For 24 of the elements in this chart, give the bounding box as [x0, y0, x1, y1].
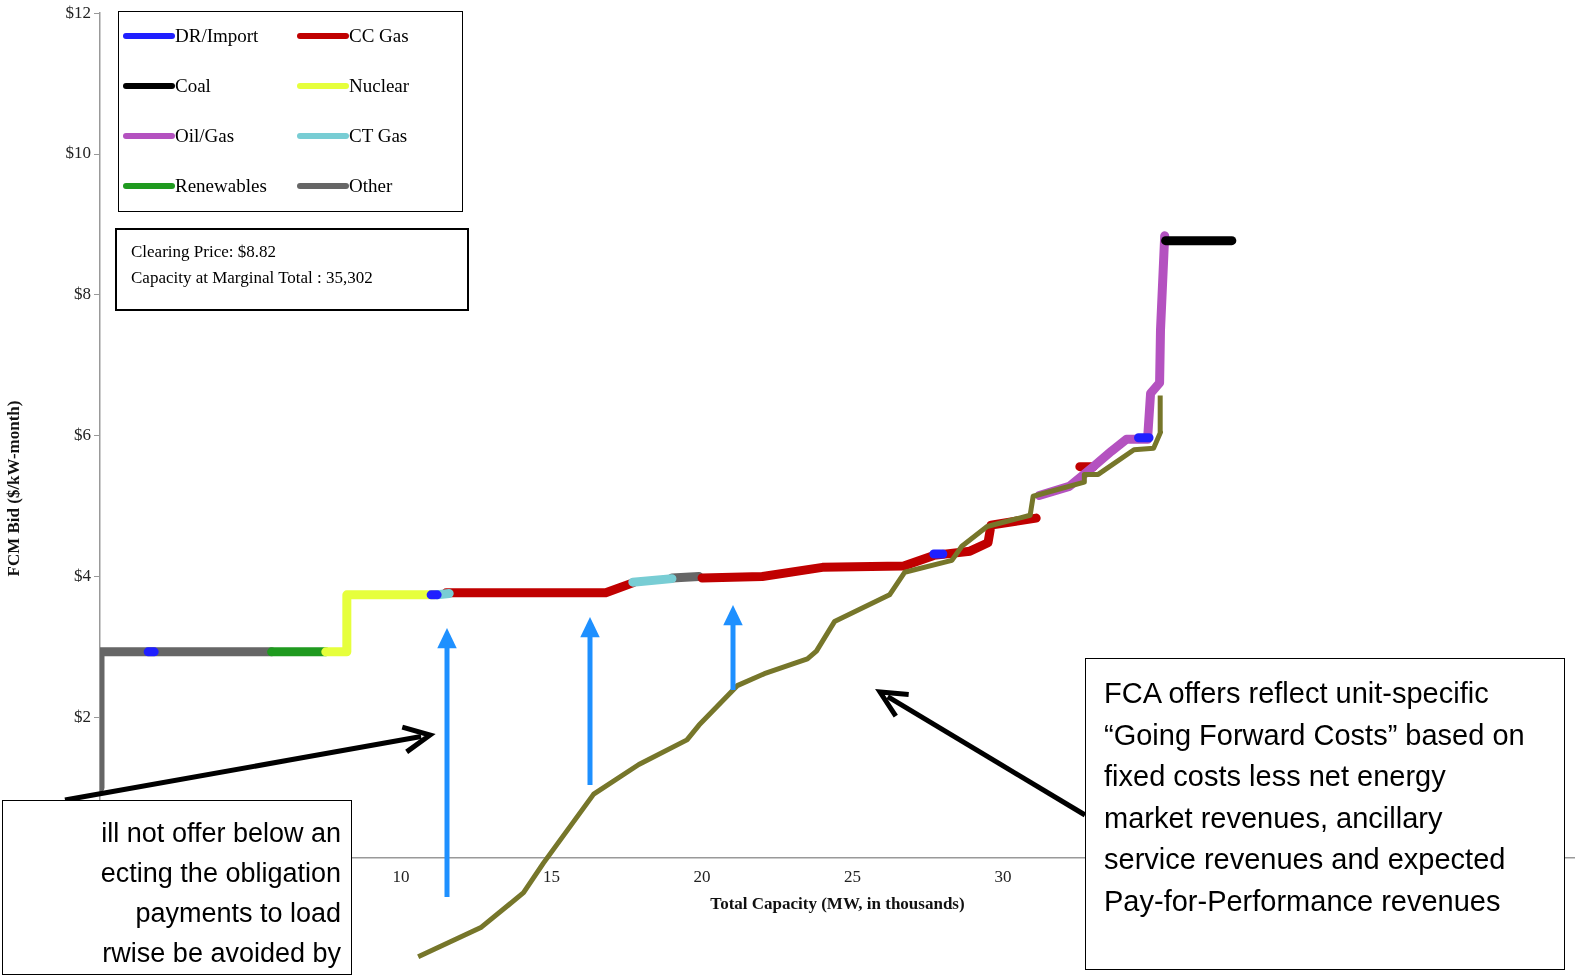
y-tick-label: $2 [74, 706, 91, 726]
x-tick-label: 30 [994, 866, 1012, 886]
x-tick-label: 10 [392, 866, 410, 886]
legend-label: Renewables [175, 175, 267, 197]
legend-label: DR/Import [175, 25, 259, 47]
y-tick-label: $10 [65, 143, 91, 163]
text-box: FCA offers reflect unit-specific “Going Forward Costs” based on fixed costs less net energy market revenues, ancillary service revenues and expected Pay-for-Performance revenues [1085, 658, 1565, 970]
annotation: Clearing Price: $8.82 Capacity at Marginal Total : 35,302 [115, 228, 469, 311]
legend-label: Oil/Gas [175, 125, 235, 147]
legend-label: CT Gas [349, 125, 408, 147]
y-axis-title: FCM Bid ($/kW-month) [3, 400, 23, 577]
x-tick-label: 15 [543, 866, 561, 886]
legend-label: Coal [175, 75, 211, 97]
x-tick-label: 25 [844, 866, 862, 886]
y-tick-label: $8 [74, 284, 91, 304]
y-tick-label: $12 [65, 2, 91, 22]
legend-label: Other [349, 175, 393, 197]
y-tick-label: $6 [74, 425, 91, 445]
x-axis-title: Total Capacity (MW, in thousands) [710, 894, 965, 914]
legend-label: CC Gas [349, 25, 409, 47]
x-tick-label: 20 [693, 866, 711, 886]
legend-label: Nuclear [349, 75, 410, 97]
y-tick-label: $4 [74, 565, 92, 585]
text-box: ill not offer below an ecting the obligation payments to load rwise be avoided by [2, 800, 352, 975]
